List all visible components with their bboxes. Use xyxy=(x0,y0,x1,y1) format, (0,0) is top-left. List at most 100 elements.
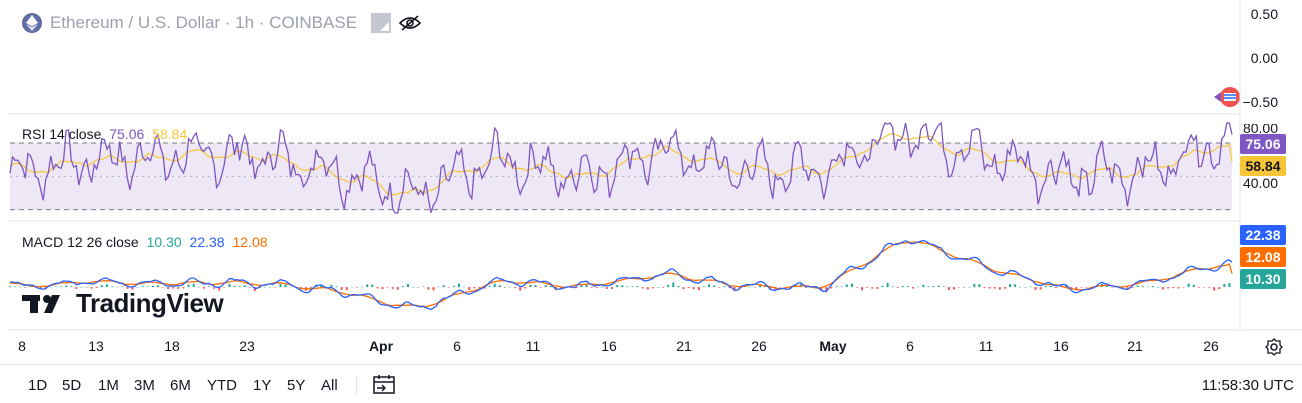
macd-legend-name[interactable]: MACD 12 26 close xyxy=(22,234,139,250)
macd-histogram-bar xyxy=(406,283,409,288)
macd-histogram-bar xyxy=(1034,287,1037,290)
macd-histogram-bar xyxy=(412,286,415,288)
macd-histogram-bar xyxy=(1187,283,1190,288)
macd-histogram-bar xyxy=(269,287,272,288)
macd-histogram-bar xyxy=(187,284,190,288)
macd-histogram-bar xyxy=(1024,287,1027,288)
macd-histogram-bar xyxy=(697,287,700,291)
macd-histogram-bar xyxy=(1049,286,1052,288)
macd-histogram-bar xyxy=(1054,287,1057,289)
macd-histogram-bar xyxy=(401,286,404,288)
macd-histogram-bar xyxy=(514,287,517,289)
macd-histogram-bar xyxy=(820,287,823,290)
macd-histogram-bar xyxy=(310,287,313,289)
rsi-legend-name[interactable]: RSI 14 close xyxy=(22,126,102,142)
macd-histogram-bar xyxy=(427,287,430,290)
macd-histogram-bar xyxy=(1197,287,1200,288)
alert-flag-icon[interactable] xyxy=(1213,84,1243,115)
macd-histogram-bar xyxy=(682,287,685,290)
x-axis-tick-label: 6 xyxy=(453,338,461,354)
macd-histogram-bar xyxy=(111,286,114,288)
macd-histogram-bar xyxy=(458,283,461,288)
macd-histogram-bar xyxy=(876,287,879,289)
range-button-3m[interactable]: 3M xyxy=(134,377,155,394)
macd-histogram-bar xyxy=(1019,286,1022,288)
macd-histogram-bar xyxy=(126,287,129,289)
macd-histogram-bar xyxy=(70,286,73,288)
macd-histogram-bar xyxy=(509,286,512,288)
macd-histogram-bar xyxy=(1177,287,1180,289)
symbol-title[interactable]: Ethereum / U.S. Dollar · 1h · COINBASE xyxy=(50,13,358,32)
macd-histogram-bar xyxy=(656,287,659,288)
x-axis-tick-label: 13 xyxy=(88,338,104,354)
macd-histogram-bar xyxy=(958,287,961,288)
macd-histogram-bar xyxy=(723,286,726,288)
histogram-value-tag: 10.30 xyxy=(1240,269,1286,289)
macd-histogram-bar xyxy=(361,286,364,288)
macd-histogram-bar xyxy=(651,287,654,289)
macd-histogram-bar xyxy=(65,285,68,288)
range-button-6m[interactable]: 6M xyxy=(170,377,191,394)
range-button-1d[interactable]: 1D xyxy=(28,377,48,394)
range-button-all[interactable]: All xyxy=(321,377,338,394)
macd-histogram-bar xyxy=(692,287,695,290)
macd-histogram-bar xyxy=(1029,286,1032,288)
macd-histogram-bar xyxy=(534,285,537,288)
macd-histogram-bar xyxy=(1182,287,1185,288)
macd-histogram-bar xyxy=(963,287,966,288)
macd-histogram-bar xyxy=(345,287,348,290)
macd-histogram-bar xyxy=(718,287,721,288)
macd-histogram-bar xyxy=(167,287,170,289)
macd-histogram-bar xyxy=(988,287,991,289)
range-button-1y[interactable]: 1Y xyxy=(253,377,272,394)
settings-gear-icon[interactable] xyxy=(1264,337,1284,362)
hide-eye-icon[interactable] xyxy=(399,13,423,33)
range-button-ytd[interactable]: YTD xyxy=(207,377,237,394)
macd-histogram-bar xyxy=(901,286,904,288)
macd-histogram-bar xyxy=(585,284,588,288)
tradingview-mark-icon xyxy=(22,294,60,313)
macd-histogram-bar xyxy=(376,287,379,289)
macd-line xyxy=(9,239,1233,311)
rsi-ma-value-tag: 58.84 xyxy=(1240,156,1286,176)
macd-histogram-bar xyxy=(49,286,52,288)
macd-histogram-bar xyxy=(907,286,910,288)
macd-histogram-bar xyxy=(488,285,491,288)
macd-histogram-bar xyxy=(223,287,226,288)
x-axis-tick-label: May xyxy=(819,338,846,354)
macd-histogram-bar xyxy=(524,287,527,289)
macd-histogram-bar xyxy=(162,287,165,288)
macd-histogram-bar xyxy=(1192,284,1195,288)
macd-histogram-bar xyxy=(544,285,547,288)
macd-histogram-bar xyxy=(442,285,445,288)
macd-histogram-bar xyxy=(891,286,894,288)
macd-histogram-bar xyxy=(463,286,466,288)
x-axis-tick-label: 6 xyxy=(906,338,914,354)
macd-histogram-bar xyxy=(636,286,639,288)
macd-histogram-bar xyxy=(350,286,353,288)
range-button-5d[interactable]: 5D xyxy=(62,377,82,394)
macd-histogram-bar xyxy=(998,287,1001,290)
macd-histogram-bar xyxy=(942,286,945,288)
range-button-1m[interactable]: 1M xyxy=(98,377,119,394)
tradingview-logo[interactable]: TradingView xyxy=(22,288,224,319)
market-status-icon[interactable] xyxy=(371,13,392,33)
macd-histogram-bar xyxy=(1228,282,1231,288)
macd-histogram-bar xyxy=(886,282,889,288)
macd-histogram-bar xyxy=(432,287,435,291)
macd-histogram-bar xyxy=(371,284,374,288)
macd-histogram-bar xyxy=(452,285,455,288)
macd-histogram-bar xyxy=(85,287,88,288)
range-button-5y[interactable]: 5Y xyxy=(287,377,306,394)
macd-histogram-bar xyxy=(1162,287,1165,290)
date-range-calendar-icon[interactable] xyxy=(372,374,398,401)
bottom-toolbar: 1D 5D 1M 3M 6M YTD 1Y 5Y All 11:58:30 UT… xyxy=(0,364,1302,403)
macd-histogram-bar xyxy=(141,286,144,288)
macd-histogram-bar xyxy=(560,287,563,289)
macd-histogram-bar xyxy=(1213,287,1216,291)
x-axis-tick-label: 16 xyxy=(1053,338,1069,354)
macd-histogram-bar xyxy=(626,286,629,288)
utc-clock[interactable]: 11:58:30 UTC xyxy=(1201,377,1294,394)
macd-hist-legend-value: 10.30 xyxy=(146,234,182,250)
